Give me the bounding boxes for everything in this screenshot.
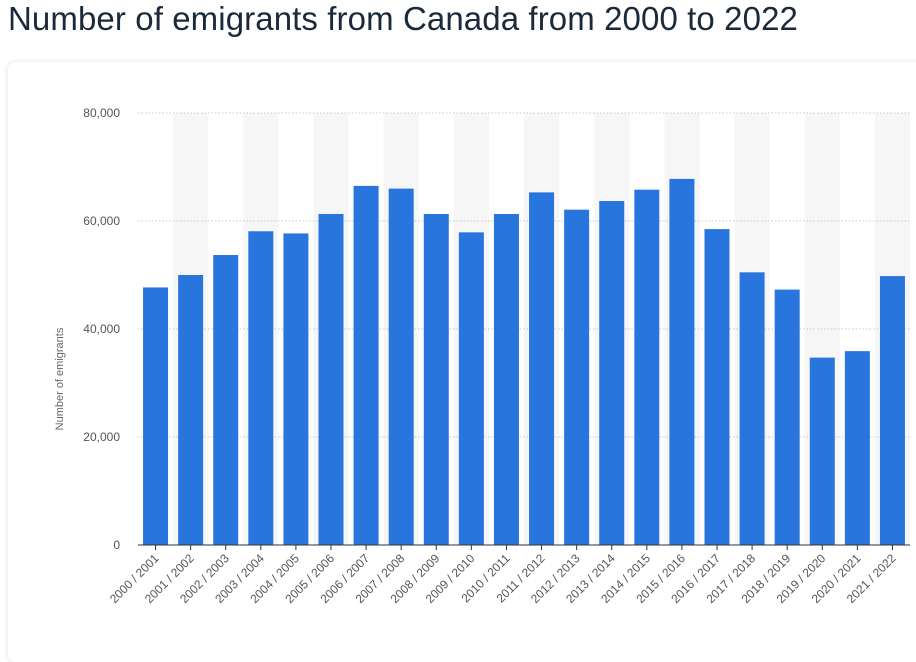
y-tick-label: 80,000 <box>83 106 120 120</box>
bar <box>669 178 695 545</box>
chart-card: 0 20,000 40,000 60,000 80,000 2000 / 2001 200… <box>8 62 916 662</box>
y-tick-label: 60,000 <box>83 214 120 228</box>
bar <box>529 192 555 545</box>
bar <box>634 189 660 545</box>
bar <box>388 188 414 545</box>
bar <box>704 229 730 545</box>
bar <box>599 201 625 545</box>
bar <box>809 357 835 545</box>
y-axis-ticks: 0 20,000 40,000 60,000 80,000 <box>83 106 120 552</box>
bar <box>739 272 765 545</box>
y-tick-label: 0 <box>113 538 120 552</box>
page-title: Number of emigrants from Canada from 200… <box>8 0 798 37</box>
bar-chart: 0 20,000 40,000 60,000 80,000 2000 / 2001200… <box>54 106 910 606</box>
bar <box>143 287 169 545</box>
bar <box>213 255 239 545</box>
bar <box>283 233 309 546</box>
bar <box>774 289 800 545</box>
bar <box>318 213 344 546</box>
bar <box>564 209 590 545</box>
bars <box>143 178 905 546</box>
y-tick-label: 20,000 <box>83 430 120 444</box>
gridlines <box>138 112 910 438</box>
bar <box>493 213 519 546</box>
bar <box>178 275 204 545</box>
bar <box>844 351 870 545</box>
bar <box>248 231 274 545</box>
bar <box>353 185 379 545</box>
bar <box>458 232 484 545</box>
y-tick-label: 40,000 <box>83 322 120 336</box>
bar <box>423 213 449 546</box>
y-axis-label: Number of emigrants <box>54 327 66 430</box>
bar <box>879 276 905 545</box>
